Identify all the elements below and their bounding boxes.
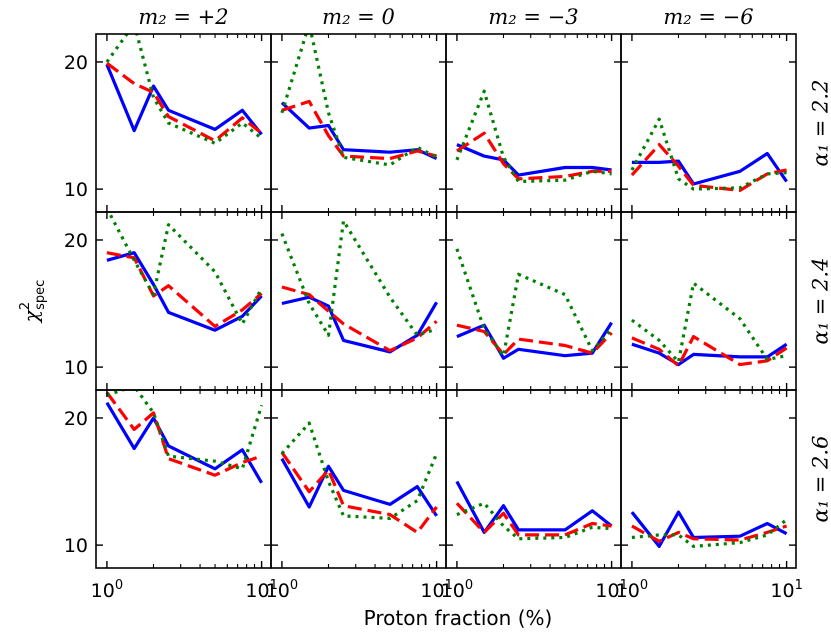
x-tick-label: 101 [420, 578, 452, 602]
series-line-dotted [455, 89, 612, 184]
column-title: m₂ = −6 [663, 5, 753, 29]
series-line-solid [630, 510, 788, 549]
panel-frame [445, 33, 622, 213]
panel-series [106, 212, 264, 332]
panel-r3-c4 [620, 389, 797, 569]
series-line-solid [281, 295, 438, 354]
y-tick-label: 10 [64, 535, 88, 557]
panel-frame [270, 33, 447, 213]
series-line-dashed [455, 502, 612, 537]
panel-series [280, 219, 438, 354]
series-line-dashed [105, 61, 263, 143]
panel-frame [620, 211, 797, 391]
panel-r1-c3 [445, 33, 622, 213]
series-line-dashed [281, 99, 438, 161]
x-tick-label: 101 [595, 578, 627, 602]
panel-series [630, 281, 788, 368]
series-line-dotted [455, 248, 613, 358]
series-line-dotted [107, 212, 264, 326]
panel-frame [445, 211, 622, 391]
row-label: α₁ = 2.2 [809, 80, 831, 167]
panel-frame [620, 389, 797, 569]
series-line-solid [280, 457, 438, 517]
panel-r2-c4 [620, 211, 797, 391]
panel-frame [620, 33, 797, 213]
panel-r3-c3 [445, 389, 622, 569]
panel-series [630, 117, 788, 192]
x-axis-label: Proton fraction (%) [364, 606, 553, 630]
x-tick-label: 101 [245, 578, 277, 602]
panel-series [105, 390, 264, 484]
series-line-dotted [106, 390, 264, 471]
panel-frame [95, 389, 272, 569]
series-line-dashed [280, 451, 438, 535]
y-tick-label: 20 [64, 230, 88, 252]
panel-frame [95, 33, 272, 213]
panel-series [630, 510, 788, 549]
column-title: m₂ = +2 [138, 5, 228, 29]
row-label: α₁ = 2.6 [809, 436, 831, 523]
series-line-dashed [630, 143, 787, 192]
y-tick-label: 10 [64, 357, 88, 379]
column-title: m₂ = −3 [488, 5, 578, 29]
series-line-dashed [106, 251, 263, 328]
x-tick-label: 100 [441, 578, 473, 602]
panel-series [280, 421, 439, 535]
panel-series [455, 89, 612, 184]
series-line-dotted [280, 421, 439, 521]
series-line-dashed [105, 391, 263, 477]
series-line-dotted [630, 117, 787, 191]
series-line-dotted [280, 34, 438, 167]
panel-r3-c2 [270, 389, 447, 569]
series-line-dotted [280, 219, 438, 337]
panel-series [455, 480, 613, 541]
y-tick-label: 10 [64, 179, 88, 201]
y-tick-label: 20 [64, 52, 88, 74]
series-line-dotted [631, 518, 788, 549]
series-line-dashed [281, 285, 438, 353]
series-line-solid [105, 401, 263, 484]
series-line-solid [456, 143, 612, 177]
series-line-dashed [631, 524, 788, 543]
panel-r3-c1 [95, 389, 272, 569]
y-axis-label: χ2spec [18, 280, 48, 325]
x-tick-label: 101 [770, 578, 802, 602]
panel-r2-c2 [270, 211, 447, 391]
series-line-dashed [456, 323, 613, 356]
panel-frame [270, 389, 447, 569]
panel-r2-c3 [445, 211, 622, 391]
panel-r1-c1 [95, 33, 272, 213]
panel-series [105, 34, 263, 145]
series-line-dotted [456, 501, 612, 541]
panel-frame [445, 389, 622, 569]
panel-r2-c1 [95, 211, 272, 391]
series-line-solid [106, 251, 263, 332]
series-line-dotted [105, 34, 263, 145]
series-line-solid [455, 480, 613, 535]
series-line-dotted [630, 281, 787, 364]
series-line-solid [631, 151, 788, 186]
panel-r1-c2 [270, 33, 447, 213]
x-tick-label: 100 [91, 578, 123, 602]
y-tick-label: 20 [64, 408, 88, 430]
row-label: α₁ = 2.4 [809, 258, 831, 345]
x-tick-label: 100 [266, 578, 298, 602]
column-title: m₂ = 0 [322, 5, 395, 29]
series-line-solid [105, 63, 263, 136]
x-tick-label: 100 [616, 578, 648, 602]
panel-series [280, 34, 438, 167]
panel-r1-c4 [620, 33, 797, 213]
panel-series [455, 248, 613, 360]
